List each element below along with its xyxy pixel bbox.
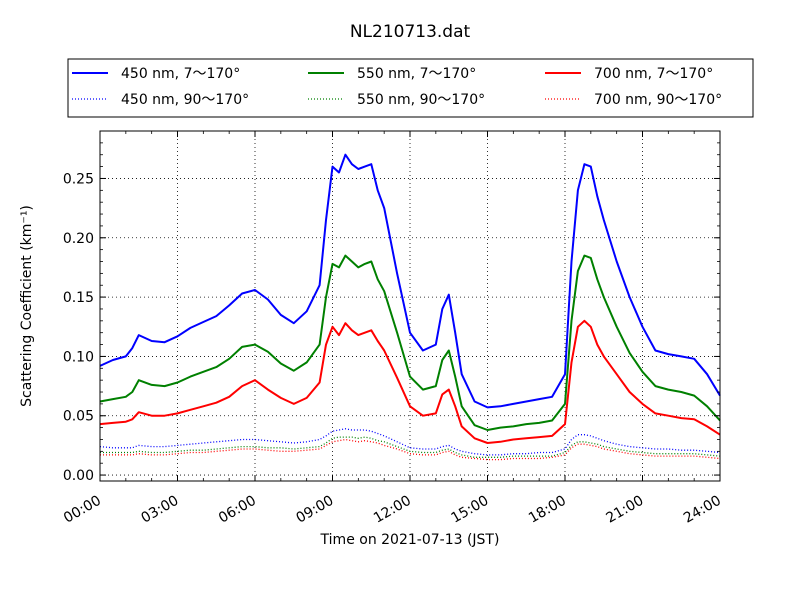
legend-label: 450 nm, 7～170° xyxy=(121,66,240,82)
series-line xyxy=(99,319,721,444)
legend-label: 450 nm, 90～170° xyxy=(121,92,249,108)
x-tick-label: 21:00 xyxy=(604,493,647,527)
y-tick-label: 0.00 xyxy=(63,468,94,484)
series-line xyxy=(100,436,721,458)
chart-title: NL210713.dat xyxy=(350,22,471,42)
x-tick-label: 00:00 xyxy=(61,493,104,527)
series-line xyxy=(100,438,721,461)
y-tick-label: 0.25 xyxy=(63,171,94,187)
x-tick-label: 18:00 xyxy=(526,493,569,527)
x-tick-label: 15:00 xyxy=(449,493,492,527)
legend-label: 550 nm, 90～170° xyxy=(357,92,485,108)
x-tick-label: 24:00 xyxy=(681,493,724,527)
series-line xyxy=(99,428,721,456)
y-tick-label: 0.05 xyxy=(63,409,94,425)
x-tick-label: 12:00 xyxy=(371,493,414,527)
series-line xyxy=(99,254,721,431)
series-line xyxy=(99,153,721,409)
x-tick-label: 03:00 xyxy=(139,493,182,527)
x-tick-label: 06:00 xyxy=(216,493,259,527)
legend: 450 nm, 7～170° 550 nm, 7～170° 700 nm, 7～17… xyxy=(67,58,754,118)
y-tick-label: 0.10 xyxy=(63,349,94,365)
plot-area xyxy=(99,130,721,482)
legend-box xyxy=(67,58,754,118)
y-tick-label: 0.15 xyxy=(63,290,94,306)
y-axis-label: Scattering Coefficient (km⁻¹) xyxy=(19,205,35,407)
legend-label: 700 nm, 90～170° xyxy=(594,92,722,108)
x-axis-label: Time on 2021-07-13 (JST) xyxy=(320,532,500,548)
x-tick-label: 09:00 xyxy=(294,493,337,527)
y-tick-label: 0.20 xyxy=(63,231,94,247)
legend-label: 550 nm, 7～170° xyxy=(357,66,476,82)
legend-label: 700 nm, 7～170° xyxy=(594,66,713,82)
